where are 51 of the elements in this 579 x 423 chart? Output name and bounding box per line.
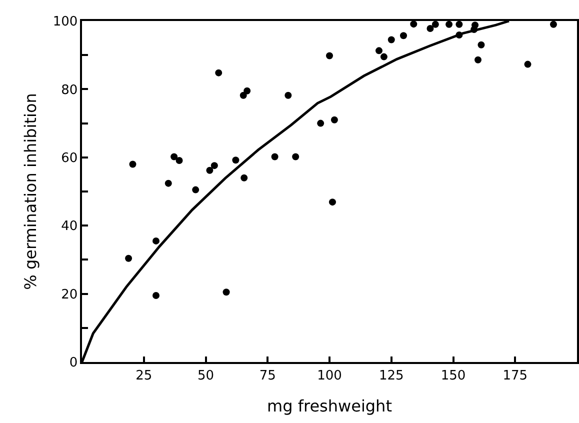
y-tick-label: 20 [61, 287, 78, 302]
point [232, 156, 240, 164]
point [317, 120, 324, 127]
point [388, 36, 395, 44]
x-tick-label: 25 [136, 368, 152, 384]
point [152, 292, 160, 300]
point [152, 237, 160, 244]
point [210, 162, 218, 170]
x-tick-label: 175 [502, 368, 528, 384]
point [410, 20, 418, 28]
y-axis-title: % germination inhibition [21, 93, 40, 290]
point [474, 56, 482, 64]
point [192, 186, 200, 194]
point [284, 92, 292, 99]
point [524, 60, 532, 68]
point [446, 20, 453, 28]
point [330, 116, 338, 124]
point [164, 180, 172, 187]
point [456, 20, 463, 28]
point [426, 25, 434, 32]
x-tick-label: 75 [259, 368, 276, 384]
y-tick-label: 40 [61, 219, 78, 234]
point [240, 92, 247, 99]
point [176, 156, 183, 164]
point [244, 87, 251, 94]
point [125, 254, 132, 262]
point [376, 47, 382, 54]
point [400, 32, 407, 40]
x-axis-title: mg freshweight [267, 396, 392, 416]
x-tick-label: 150 [440, 368, 466, 384]
point [478, 41, 485, 48]
point [326, 52, 333, 60]
point [206, 166, 214, 174]
point [240, 174, 248, 182]
y-tick-label: 100 [52, 14, 78, 30]
point [170, 153, 178, 160]
point [432, 20, 439, 28]
point [550, 20, 557, 28]
x-tick-label: 125 [378, 368, 404, 384]
point [328, 198, 336, 206]
point [292, 153, 300, 160]
y-tick-label: 60 [61, 150, 78, 166]
point [222, 288, 230, 296]
y-tick-label: 80 [61, 82, 78, 98]
x-tick-label: 50 [197, 368, 214, 384]
point [215, 69, 222, 76]
x-tick-label: 100 [317, 368, 342, 384]
point [129, 160, 136, 168]
point [271, 153, 278, 160]
y-tick-label: 0 [69, 356, 78, 371]
point [380, 53, 388, 60]
